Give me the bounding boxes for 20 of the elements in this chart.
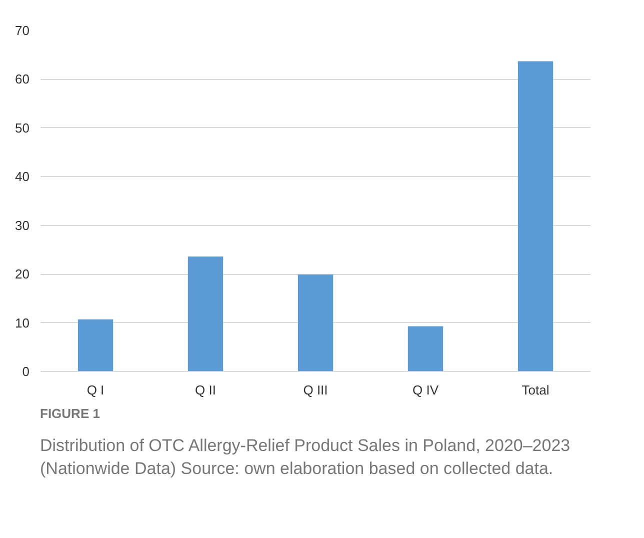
- text: Distribution of OTC Allergy-Relief Product Sales in Poland, 2020–2023 (Nationwide Data) Source: own elaboration based on collected data.: [40, 434, 572, 480]
- caption: FIGURE 1: [40, 405, 100, 423]
- y-tick-label: 30: [15, 218, 30, 233]
- y-tick-label: 60: [15, 72, 30, 87]
- bar: [408, 326, 444, 372]
- bar: [298, 274, 334, 372]
- y-tick-label: 20: [15, 266, 30, 282]
- x-tick-label: Q IV: [412, 382, 439, 398]
- bar: [518, 61, 554, 372]
- x-tick-label: Q III: [303, 382, 328, 398]
- y-tick-label: 40: [15, 169, 30, 184]
- x-tick-label: Total: [522, 382, 550, 398]
- y-tick-label: 50: [15, 120, 30, 136]
- y-tick-label: 70: [15, 23, 30, 38]
- x-tick-label: Q I: [86, 382, 104, 398]
- y-tick-label: 0: [22, 364, 30, 379]
- x-tick-label: Q II: [195, 382, 216, 398]
- bar: [188, 256, 224, 372]
- bar: [78, 319, 114, 372]
- y-tick-label: 10: [15, 315, 30, 330]
